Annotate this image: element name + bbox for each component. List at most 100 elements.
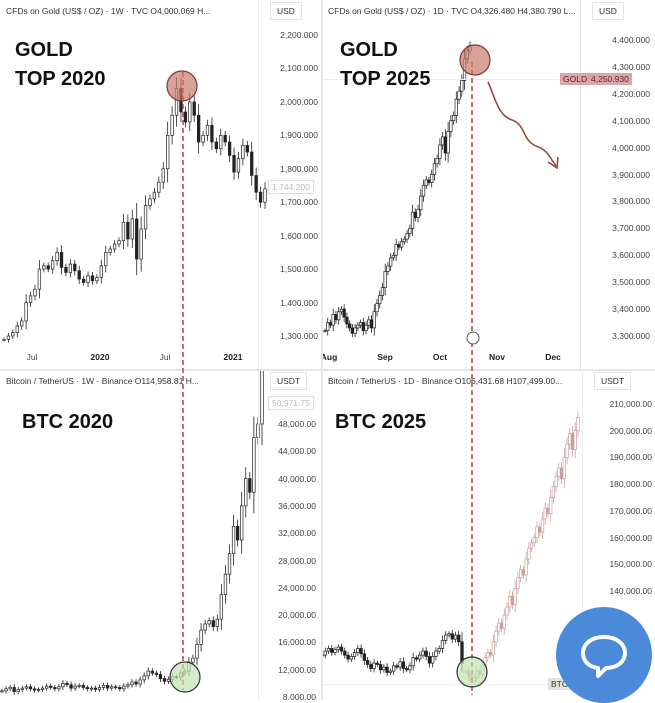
candle bbox=[380, 287, 385, 296]
candle bbox=[421, 184, 426, 197]
projection-candle bbox=[573, 430, 577, 450]
chart-plot bbox=[323, 41, 472, 338]
y-tick-label: 3,300.000 bbox=[612, 331, 650, 341]
panel-annotation: BTC 2025 bbox=[335, 411, 427, 433]
y-tick-label: 36,000.00 bbox=[278, 500, 316, 511]
candle bbox=[408, 228, 412, 235]
price-axis-border bbox=[580, 0, 581, 370]
candle bbox=[37, 268, 42, 290]
y-tick-label: 3,600.000 bbox=[612, 250, 650, 261]
candle bbox=[126, 684, 130, 687]
candle bbox=[122, 685, 126, 690]
currency-button[interactable]: USDT bbox=[594, 372, 632, 390]
y-tick-label: 1,300.000 bbox=[280, 331, 318, 341]
candle bbox=[245, 145, 249, 153]
panel-annotation: GOLD TOP 2025 bbox=[340, 39, 431, 90]
candle bbox=[223, 573, 228, 595]
candle bbox=[211, 620, 215, 628]
candle bbox=[347, 323, 352, 329]
candle bbox=[162, 678, 167, 682]
candle bbox=[138, 679, 142, 685]
candle bbox=[258, 191, 263, 203]
y-tick-label: 2,200.000 bbox=[280, 30, 318, 40]
gold-2025-panel: CFDs on Gold (US$ / OZ) · 1D · TVC O4,32… bbox=[322, 0, 655, 370]
candle bbox=[170, 114, 174, 136]
y-tick-label: 32,000.00 bbox=[278, 528, 316, 539]
candle bbox=[449, 120, 453, 132]
currency-button[interactable]: USD bbox=[270, 2, 302, 20]
candle bbox=[64, 267, 68, 273]
projection-candle bbox=[540, 518, 545, 533]
candle bbox=[252, 437, 256, 493]
candle bbox=[411, 657, 415, 667]
y-tick-label: 16,000.00 bbox=[278, 637, 316, 648]
candle bbox=[383, 271, 387, 288]
candle bbox=[69, 684, 73, 689]
candle bbox=[86, 275, 90, 283]
currency-button[interactable]: USDT bbox=[270, 372, 308, 390]
candle bbox=[16, 689, 20, 692]
candle bbox=[405, 668, 409, 671]
symbol-header: CFDs on Gold (US$ / OZ) · 1D · TVC O4,32… bbox=[328, 6, 576, 16]
panel-divider-vertical bbox=[321, 0, 323, 700]
y-tick-label: 1,900.000 bbox=[280, 130, 318, 141]
y-tick-label: 190,000.00 bbox=[609, 452, 652, 463]
candle bbox=[24, 302, 28, 322]
candle bbox=[126, 221, 130, 240]
candle bbox=[8, 687, 12, 690]
candle bbox=[89, 687, 94, 690]
event-marker-icon[interactable] bbox=[466, 331, 480, 345]
candle bbox=[20, 687, 24, 690]
chat-button[interactable] bbox=[556, 607, 652, 703]
chat-bubble-icon bbox=[581, 635, 627, 678]
candle bbox=[235, 526, 240, 541]
candle bbox=[118, 687, 122, 690]
candle bbox=[365, 660, 370, 665]
candle bbox=[450, 633, 454, 640]
y-tick-label: 20,000.00 bbox=[278, 610, 316, 621]
y-tick-label: 40,000.00 bbox=[278, 473, 316, 484]
projection-candle bbox=[549, 497, 553, 514]
candle bbox=[57, 686, 61, 690]
candle bbox=[6, 335, 11, 340]
y-tick-label: 44,000.00 bbox=[278, 446, 316, 457]
candle bbox=[454, 98, 458, 116]
candle bbox=[372, 311, 376, 329]
candle bbox=[207, 620, 211, 625]
candle bbox=[394, 244, 398, 256]
symbol-header: Bitcoin / TetherUS · 1W · Binance O114,9… bbox=[6, 376, 199, 386]
candle bbox=[364, 324, 368, 331]
candle bbox=[32, 688, 37, 691]
projection-candle bbox=[524, 558, 528, 576]
candle bbox=[15, 325, 19, 334]
candle bbox=[59, 252, 64, 268]
candle bbox=[402, 238, 406, 243]
candle bbox=[4, 688, 8, 692]
y-tick-label: 200,000.00 bbox=[609, 425, 652, 436]
y-tick-label: 28,000.00 bbox=[278, 555, 316, 566]
y-tick-label: 4,400.000 bbox=[612, 35, 650, 45]
candle bbox=[20, 320, 24, 327]
candle bbox=[410, 211, 415, 229]
candle bbox=[2, 338, 6, 341]
y-tick-label: 24,000.00 bbox=[278, 582, 316, 593]
candle bbox=[256, 423, 260, 438]
y-tick-label: 1,600.000 bbox=[280, 230, 318, 241]
candle bbox=[432, 163, 437, 175]
candle bbox=[391, 254, 396, 259]
candle bbox=[101, 685, 106, 688]
down-arrow-head-icon bbox=[547, 156, 559, 170]
candle bbox=[205, 124, 210, 136]
candle bbox=[77, 685, 81, 687]
candle bbox=[68, 263, 73, 273]
candle bbox=[343, 650, 347, 656]
candle bbox=[444, 634, 448, 641]
candle bbox=[195, 644, 199, 659]
y-tick-label: 4,300.000 bbox=[612, 61, 650, 72]
candle bbox=[431, 656, 435, 664]
currency-button[interactable]: USD bbox=[592, 2, 624, 20]
chart-plot bbox=[0, 370, 264, 695]
candle bbox=[375, 662, 379, 665]
candle bbox=[24, 686, 29, 689]
